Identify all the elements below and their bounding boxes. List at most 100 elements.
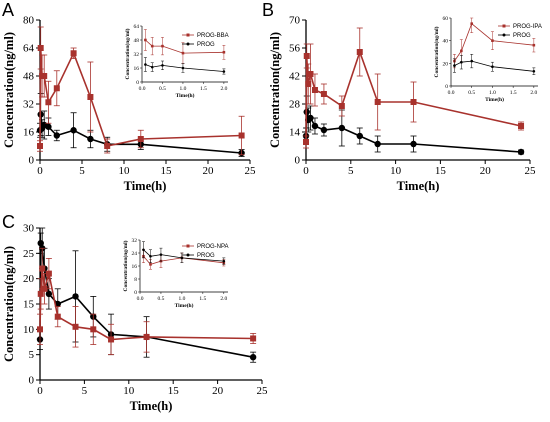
y-tick-label: 0 — [29, 375, 35, 387]
inset-x-tick-label: 2.0 — [530, 90, 537, 96]
data-point-circle — [45, 123, 52, 130]
inset-series-prog-bba — [143, 29, 226, 64]
x-tick-label: 10 — [119, 165, 131, 177]
data-point-circle — [72, 293, 79, 300]
legend-marker-circle — [186, 42, 190, 46]
inset-x-tick-label: 0.0 — [448, 90, 455, 96]
x-tick-label: 0 — [37, 385, 43, 397]
data-point-square — [104, 143, 111, 149]
y-tick-label: 30 — [23, 223, 35, 235]
legend-label: PROG-IPA — [513, 24, 542, 30]
y-tick-label: 16 — [23, 127, 35, 139]
inset-data-point-circle — [149, 254, 152, 258]
data-point-circle — [374, 140, 381, 148]
x-tick-label: 20 — [480, 165, 492, 177]
inset-legend: PROG-IPA PROG — [498, 24, 542, 39]
inset-data-point-square — [150, 44, 154, 48]
y-tick-label: 0 — [295, 155, 301, 167]
legend-label: PROG-NPA — [197, 244, 229, 250]
legend-marker-square — [186, 33, 190, 37]
y-tick-label: 64 — [23, 43, 35, 55]
inset-data-point-square — [144, 38, 147, 42]
data-point-circle — [311, 122, 319, 130]
inset-legend: PROG-BBA PROG — [182, 33, 229, 48]
data-point-square — [303, 139, 309, 145]
data-point-circle — [37, 240, 44, 247]
legend-marker-circle — [502, 33, 506, 37]
data-point-square — [37, 45, 44, 51]
chart-panel-b: 0 14 28 42 56 70 0 5 10 15 20 25 Time(h) Concentratio… — [268, 15, 542, 194]
inset-y-tick-label: 0 — [445, 84, 448, 90]
data-point-square — [518, 123, 525, 129]
inset-data-point-circle — [161, 64, 164, 67]
inset-x-tick-label: 2.0 — [220, 296, 227, 302]
inset-y-tick-label: 60 — [443, 16, 449, 22]
data-point-square — [70, 50, 77, 57]
x-tick-label: 25 — [525, 165, 537, 177]
inset-data-point-circle — [470, 59, 474, 63]
data-point-circle — [410, 140, 417, 148]
chart-panel-a: 0 16 32 48 64 80 0 5 10 15 20 25 Time(h) Concentratio… — [2, 15, 256, 194]
inset-y-tick-label: 32 — [134, 52, 140, 58]
inset-data-point-circle — [180, 256, 184, 260]
data-point-circle — [70, 127, 77, 134]
inset-x-tick-label: 1.0 — [178, 296, 185, 302]
data-point-square — [305, 81, 312, 87]
panel-label-b: B — [262, 0, 274, 20]
data-point-square — [320, 91, 327, 97]
inset-y-tick-label: 24 — [132, 251, 138, 257]
x-tick-label: 15 — [168, 385, 180, 397]
data-point-square — [41, 285, 48, 292]
x-axis-title: Time(h) — [130, 399, 173, 413]
panel-label-c: C — [2, 212, 15, 232]
y-tick-label: 28 — [289, 99, 301, 111]
y-tick-label: 15 — [23, 299, 35, 311]
inset-y-axis-title: Concentration(ng/ml) — [433, 26, 440, 77]
inset-data-point-circle — [142, 248, 145, 252]
series-prog-ipa — [303, 27, 525, 149]
inset-series-prog — [143, 57, 226, 75]
y-tick-label: 0 — [29, 155, 35, 167]
inset-series-prog-ipa — [452, 17, 536, 69]
inset-y-tick-label: 0 — [134, 290, 137, 296]
inset-x-tick-label: 1.5 — [199, 296, 206, 302]
inset-y-tick-label: 48 — [134, 38, 140, 44]
y-tick-label: 32 — [23, 99, 34, 111]
inset-x-tick-label: 1.0 — [180, 86, 187, 92]
data-point-circle — [249, 354, 257, 361]
x-tick-label: 5 — [348, 165, 354, 177]
y-tick-label: 25 — [23, 248, 35, 260]
inset-y-tick-label: 16 — [132, 264, 138, 270]
x-tick-label: 5 — [79, 165, 85, 177]
inset-y-tick-label: 8 — [134, 277, 137, 283]
data-point-square — [143, 333, 150, 340]
y-axis-title: Concentration(ng/ml) — [2, 246, 16, 362]
y-tick-label: 42 — [289, 71, 300, 83]
inset-series-line — [145, 64, 224, 72]
inset-y-tick-label: 0 — [136, 80, 139, 86]
inset-chart: 0 20 40 60 0.0 0.5 1.0 1.5 2.0 Time(h) Concentrati… — [433, 16, 542, 103]
inset-data-point-square — [491, 39, 494, 42]
data-point-square — [137, 136, 144, 142]
x-tick-label: 0 — [303, 165, 309, 177]
y-tick-label: 80 — [23, 15, 35, 27]
data-point-circle — [356, 132, 363, 140]
data-point-square — [37, 326, 43, 333]
inset-data-point-square — [532, 43, 536, 47]
x-tick-label: 20 — [203, 165, 215, 177]
data-point-circle — [45, 290, 53, 298]
y-axis-title: Concentration(ng/ml) — [2, 32, 16, 148]
x-axis-title: Time(h) — [397, 179, 440, 193]
inset-data-point-circle — [532, 69, 536, 73]
inset-data-point-square — [181, 51, 185, 55]
data-point-circle — [53, 132, 60, 139]
legend-label: PROG — [197, 42, 215, 48]
inset-data-point-circle — [453, 64, 456, 67]
inset-y-axis-title: Concentration(ng/ml) — [124, 28, 131, 79]
inset-x-tick-label: 0.5 — [468, 90, 475, 96]
x-tick-label: 5 — [82, 385, 88, 397]
y-tick-label: 56 — [289, 43, 301, 55]
inset-x-tick-label: 1.0 — [489, 90, 496, 96]
data-point-square — [374, 99, 381, 105]
